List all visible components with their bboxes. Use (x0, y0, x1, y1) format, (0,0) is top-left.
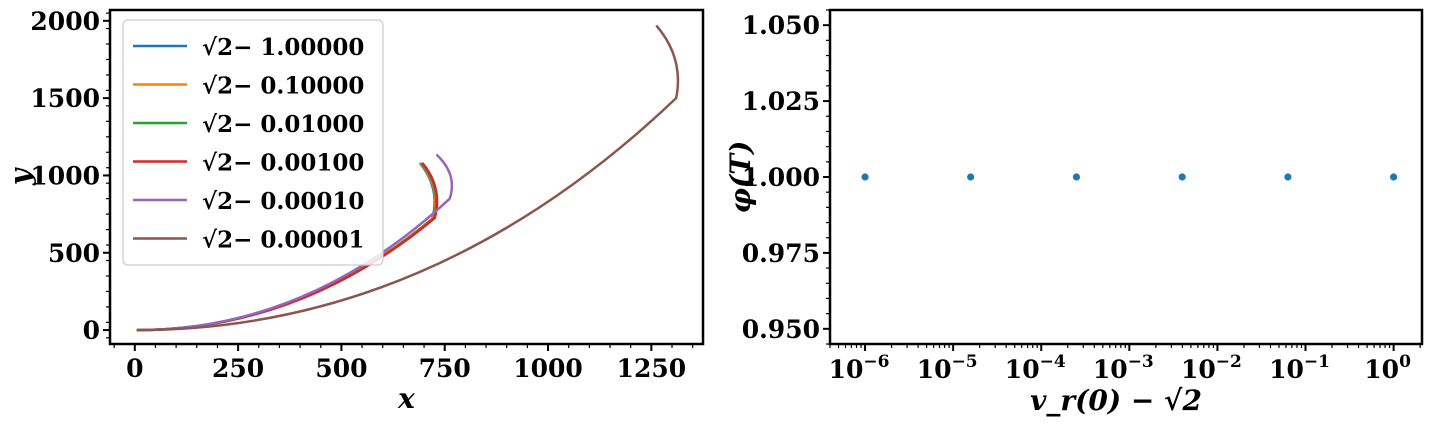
tick-base: 10 (829, 355, 864, 384)
x-tick-label-5: 1250 (617, 354, 687, 383)
tick-exponent: −6 (863, 352, 889, 372)
x-tick-label-0: 10−6 (829, 352, 890, 384)
y-tick-label-4: 2000 (30, 7, 100, 36)
x-tick-label-2: 10−4 (1005, 352, 1066, 384)
phi-scatter-plot: 10−6 10−5 10−4 10−3 10−2 10−1 1000.9500.9751.0… (724, 8, 1424, 417)
scatter-point-3 (1178, 173, 1186, 181)
scatter-point-1 (967, 173, 975, 181)
x-axis-label: v_r(0) − √2 (1030, 384, 1202, 417)
x-tick-label-1: 10−5 (917, 352, 978, 384)
y-tick-label-1: 500 (48, 239, 100, 268)
tick-base: 10 (1181, 355, 1216, 384)
x-tick-label-4: 10−2 (1181, 352, 1242, 384)
x-tick-label-4: 1000 (513, 354, 583, 383)
y-tick-label-2: 1000 (30, 161, 100, 190)
legend-box (122, 19, 384, 266)
x-tick-label-3: 10−3 (1093, 352, 1154, 384)
tick-exponent: −1 (1304, 352, 1330, 372)
y-tick-label-3: 1500 (30, 84, 100, 113)
tick-exponent: −3 (1128, 352, 1154, 372)
tick-exponent: −4 (1040, 352, 1066, 372)
legend-label-1: √2− 0.10000 (202, 73, 364, 100)
x-tick-label-2: 500 (315, 354, 367, 383)
scatter-point-0 (861, 173, 869, 181)
x-tick-label-1: 250 (212, 354, 264, 383)
x-tick-label-5: 10−1 (1269, 352, 1330, 384)
y-axis-label: y (4, 167, 37, 186)
x-tick-label-0: 0 (126, 354, 143, 383)
y-tick-label-0: 0 (83, 316, 100, 345)
legend-label-4: √2− 0.00010 (202, 188, 364, 215)
tick-exponent: −2 (1216, 352, 1242, 372)
scatter-point-5 (1390, 173, 1398, 181)
legend-label-0: √2− 1.00000 (202, 34, 364, 61)
legend: √2− 1.00000 √2− 0.10000 √2− 0.01000 √2− 0.0… (122, 19, 384, 266)
axes-frame (108, 8, 705, 346)
y-tick-label-4: 1.050 (742, 11, 820, 40)
tick-base: 10 (1269, 355, 1304, 384)
x-tick-label-6: 100 (1364, 352, 1411, 384)
legend-label-5: √2− 0.00001 (202, 227, 364, 254)
y-tick-label-2: 1.000 (742, 163, 820, 192)
tick-exponent: −5 (952, 352, 978, 372)
y-tick-label-3: 1.025 (742, 87, 820, 116)
x-axis-label: x (397, 382, 415, 415)
tick-base: 10 (917, 355, 952, 384)
trajectory-plot: 0 250 500 750 1000 1250 0 500 1000 1500 2000 x y √2− … (4, 7, 705, 415)
y-tick-label-1: 0.975 (742, 239, 820, 268)
scatter-point-4 (1284, 173, 1292, 181)
axes-frame (828, 8, 1424, 346)
y-axis-label: φ(T) (724, 141, 757, 214)
x-tick-label-3: 750 (419, 354, 471, 383)
y-tick-label-0: 0.950 (742, 315, 820, 344)
legend-label-2: √2− 0.01000 (202, 111, 364, 138)
series-line-5 (136, 24, 680, 332)
tick-base: 10 (1093, 355, 1128, 384)
tick-exponent: 0 (1399, 352, 1411, 372)
scatter-point-2 (1072, 173, 1081, 181)
legend-label-3: √2− 0.00100 (202, 150, 364, 177)
tick-base: 10 (1005, 355, 1040, 384)
tick-base: 10 (1364, 355, 1399, 384)
